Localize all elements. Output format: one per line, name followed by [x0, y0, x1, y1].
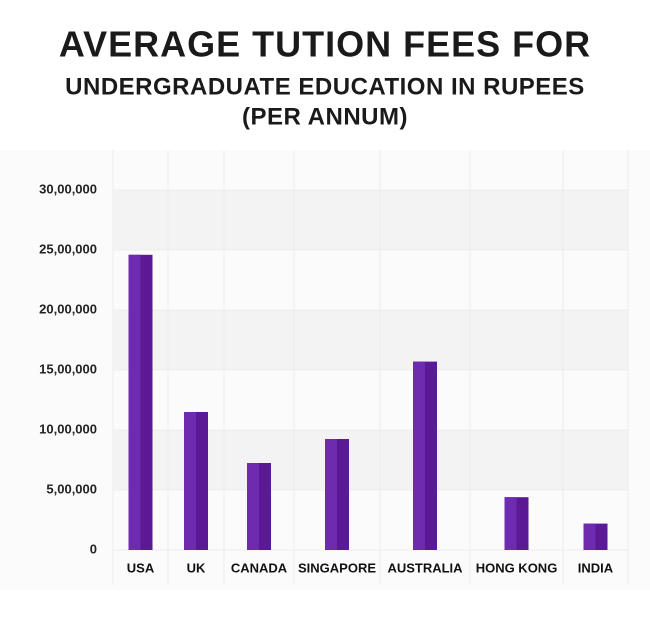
- x-tick-label: HONG KONG: [476, 560, 558, 575]
- chart-subtitle: UNDERGRADUATE EDUCATION IN RUPEES: [65, 73, 585, 100]
- y-tick-label: 15,00,000: [39, 361, 97, 376]
- y-tick-label: 30,00,000: [39, 181, 97, 196]
- bar-highlight: [413, 361, 425, 550]
- x-tick-label: AUSTRALIA: [387, 560, 463, 575]
- bar-highlight: [128, 254, 141, 551]
- bar-highlight: [247, 463, 259, 550]
- x-tick-label: USA: [127, 560, 155, 575]
- grid-band: [113, 190, 628, 250]
- x-tick-label: SINGAPORE: [298, 560, 376, 575]
- y-tick-label: 0: [90, 541, 97, 556]
- y-tick-label: 10,00,000: [39, 421, 97, 436]
- bar-highlight: [504, 497, 517, 550]
- bar-highlight: [325, 439, 337, 550]
- x-tick-label: CANADA: [231, 560, 288, 575]
- bar-highlight: [583, 523, 596, 550]
- grid-band: [113, 310, 628, 370]
- chart-subtitle: (PER ANNUM): [242, 103, 408, 130]
- y-tick-label: 25,00,000: [39, 241, 97, 256]
- x-tick-label: UK: [187, 560, 206, 575]
- y-tick-label: 5,00,000: [46, 481, 97, 496]
- bar-highlight: [184, 412, 196, 550]
- y-tick-label: 20,00,000: [39, 301, 97, 316]
- x-tick-label: INDIA: [578, 560, 614, 575]
- chart-title: AVERAGE TUTION FEES FOR: [59, 24, 591, 65]
